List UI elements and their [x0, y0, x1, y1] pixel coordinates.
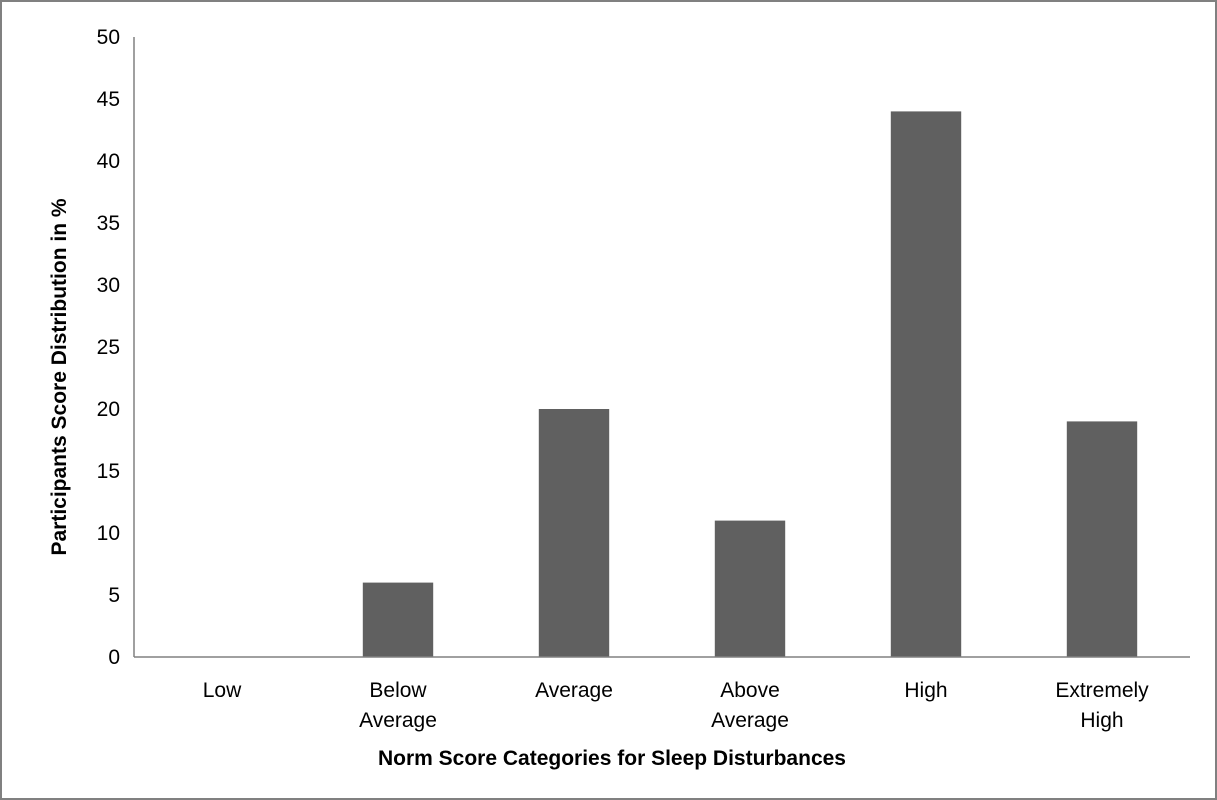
x-tick-label: Average — [359, 709, 437, 732]
y-tick-label: 10 — [97, 522, 120, 545]
y-axis-title: Participants Score Distribution in % — [48, 198, 71, 555]
x-axis-title: Norm Score Categories for Sleep Disturba… — [378, 747, 846, 770]
y-tick-label: 15 — [97, 460, 120, 483]
x-tick-label: Low — [203, 679, 242, 702]
y-tick-label: 50 — [97, 26, 120, 49]
y-tick-label: 45 — [97, 88, 120, 111]
x-tick-label: Below — [369, 679, 427, 702]
bar — [538, 409, 610, 657]
y-tick-label: 25 — [97, 336, 120, 359]
y-tick-label: 40 — [97, 150, 120, 173]
y-tick-label: 0 — [108, 646, 120, 669]
bar — [890, 111, 962, 657]
bars — [362, 111, 1138, 657]
x-tick-label: High — [1080, 709, 1123, 732]
x-tick-label: Extremely — [1055, 679, 1149, 702]
x-tick-label: Average — [711, 709, 789, 732]
bar — [1066, 421, 1138, 657]
bar — [362, 582, 434, 657]
x-tick-label: High — [904, 679, 947, 702]
y-axis-tick-labels: 0 5 10 15 20 25 30 35 40 45 50 — [97, 26, 120, 669]
y-tick-label: 20 — [97, 398, 120, 421]
bar — [714, 520, 786, 657]
axes — [133, 37, 1190, 658]
x-tick-label: Average — [535, 679, 613, 702]
x-axis-tick-labels: Low Below Average Average Above Average High Ex… — [203, 679, 1149, 732]
y-tick-label: 5 — [108, 584, 120, 607]
y-tick-label: 30 — [97, 274, 120, 297]
x-tick-label: Above — [720, 679, 780, 702]
y-tick-label: 35 — [97, 212, 120, 235]
